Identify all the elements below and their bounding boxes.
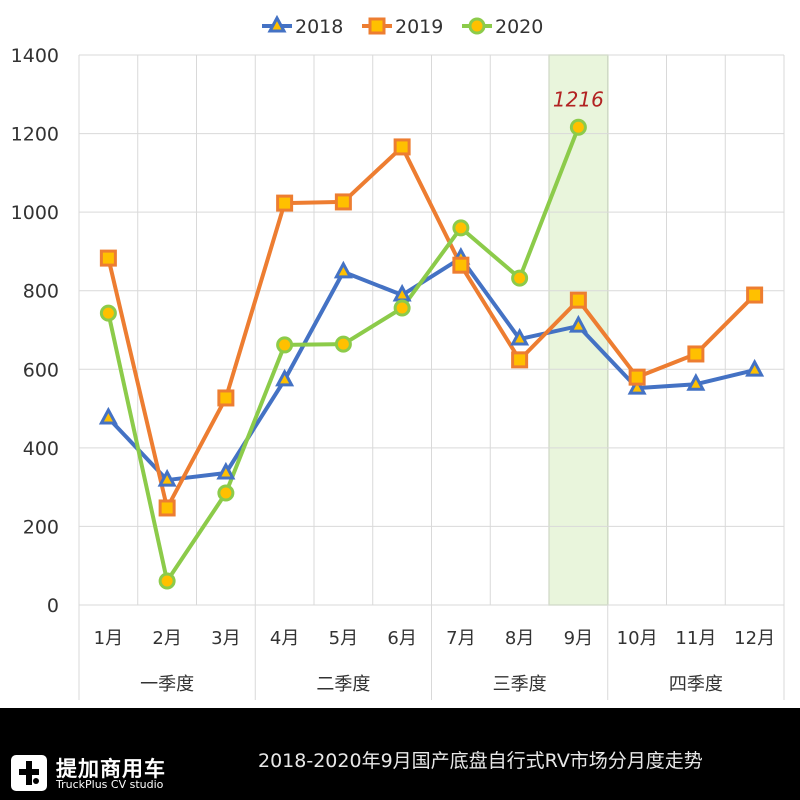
y-tick-label: 1200 [11,124,59,146]
x-tick-label: 6月 [387,628,416,649]
data-point-2018 [745,358,765,377]
data-point-2018 [627,376,647,395]
data-point-2019 [158,499,176,517]
y-tick-label: 200 [23,516,59,538]
legend-label: 2019 [395,16,443,38]
y-tick-label: 0 [47,595,59,617]
data-point-2018 [157,468,177,487]
footer-title: 2018-2020年9月国产底盘自行式RV市场分月度走势 [258,750,703,772]
data-point-2020 [99,304,117,322]
data-point-2020 [511,269,529,287]
data-point-2020 [334,335,352,353]
data-point-2019 [511,351,529,369]
x-tick-label: 2月 [152,628,181,649]
data-point-2018 [333,260,353,279]
footer-banner: 提加商用车 TruckPlus CV studio 2018-2020年9月国产… [0,708,800,800]
y-tick-label: 1400 [11,45,59,67]
x-tick-label: 3月 [211,628,240,649]
data-label: 1216 [553,87,604,111]
data-point-2018 [216,461,236,480]
data-point-2020 [158,572,176,590]
data-point-2019 [746,286,764,304]
x-group-label: 四季度 [669,674,723,695]
data-point-2020 [393,299,411,317]
data-point-2019 [393,138,411,156]
series-line-2018 [106,256,756,483]
x-tick-label: 8月 [505,628,534,649]
x-group-label: 三季度 [493,674,547,695]
y-tick-label: 600 [23,359,59,381]
data-point-2018 [392,283,412,302]
data-point-2020 [217,484,235,502]
x-tick-label: 12月 [734,628,775,649]
data-point-2020 [452,219,470,237]
legend-marker-2019 [368,17,386,35]
line-chart: 0 200 400 600 800 1000 1200 1400 1月 2月 3月 4月 5月 6月 7月 8… [11,14,785,700]
y-tick-label: 800 [23,281,59,303]
data-point-2019 [452,256,470,274]
data-point-2020 [569,118,587,136]
data-point-2018 [275,368,295,387]
y-tick-label: 400 [23,438,59,460]
y-tick-label: 1000 [11,202,59,224]
data-point-2019 [569,291,587,309]
x-tick-label: 4月 [270,628,299,649]
legend-marker-2020 [468,17,486,35]
data-point-2018 [510,327,530,346]
data-point-2019 [99,249,117,267]
legend-marker-2018 [267,14,287,33]
data-point-2018 [98,406,118,425]
x-tick-label: 9月 [564,628,593,649]
series-line-2019 [106,144,757,510]
logo-text-en: TruckPlus CV studio [56,778,164,791]
x-group-label: 二季度 [316,674,370,695]
data-point-2019 [217,389,235,407]
data-point-2019 [276,194,294,212]
logo-text-cn: 提加商用车 [56,757,166,781]
data-point-2018 [568,314,588,333]
x-tick-label: 11月 [675,628,716,649]
x-tick-label: 7月 [446,628,475,649]
data-point-2019 [628,368,646,386]
x-tick-label: 10月 [617,628,658,649]
data-point-2019 [687,345,705,363]
x-group-label: 一季度 [140,674,194,695]
data-point-2019 [334,193,352,211]
data-point-2020 [276,336,294,354]
legend-label: 2020 [495,16,543,38]
x-tick-label: 5月 [329,628,358,649]
x-tick-label: 1月 [94,628,123,649]
data-point-2018 [686,373,706,391]
truckplus-logo-icon [11,755,47,791]
legend-label: 2018 [295,16,343,38]
